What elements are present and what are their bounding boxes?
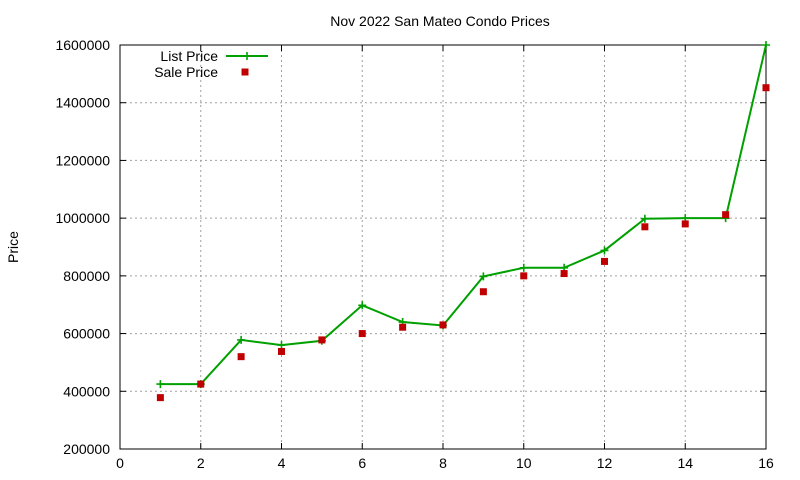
sale-price-point (601, 257, 608, 265)
x-tick-label: 14 (677, 455, 693, 471)
x-tick-label: 10 (516, 455, 532, 471)
list-price-point (762, 41, 770, 49)
y-tick-label: 400000 (63, 383, 110, 399)
y-tick-label: 600000 (63, 326, 110, 342)
sale-price-point (358, 330, 366, 338)
list-price-point (640, 214, 649, 223)
list-price-line (160, 44, 767, 386)
x-tick-label: 8 (439, 455, 447, 471)
list-price-point (358, 301, 367, 310)
sale-price-point (399, 323, 407, 331)
list-price-point (156, 380, 165, 389)
y-tick-label: 1000000 (55, 210, 110, 226)
legend-label: Sale Price (154, 64, 218, 80)
series-sale-price (156, 84, 770, 402)
sale-price-point (681, 220, 689, 228)
sale-price-point (722, 211, 730, 219)
list-price-point (237, 335, 246, 344)
sale-price-point (439, 321, 447, 329)
list-price-point (600, 246, 609, 255)
y-tick-label: 1600000 (55, 37, 110, 53)
y-tick-label: 1200000 (55, 152, 110, 168)
y-tick-label: 800000 (63, 268, 110, 284)
legend-swatch-sale-price (241, 68, 249, 76)
y-tick-label: 1400000 (55, 95, 110, 111)
x-tick-label: 0 (116, 455, 124, 471)
x-tick-label: 16 (758, 455, 774, 471)
y-tick-label: 200000 (63, 441, 110, 457)
x-tick-label: 4 (278, 455, 286, 471)
sale-price-point (641, 223, 649, 231)
x-tick-label: 2 (197, 455, 205, 471)
legend-label: List Price (160, 48, 218, 64)
sale-price-point (156, 394, 164, 402)
sale-price-point (479, 288, 487, 296)
list-price-point (519, 263, 528, 272)
chart-title: Nov 2022 San Mateo Condo Prices (330, 13, 549, 29)
legend-marker-list-price (243, 52, 251, 60)
axis-ticks: 0 2 4 6 8 10 12 14 16 200000 400000 600000 800000 100… (55, 37, 774, 471)
list-price-point (479, 272, 488, 281)
y-axis-title: Price (5, 231, 21, 263)
sale-price-point (278, 347, 285, 355)
x-tick-label: 6 (358, 455, 366, 471)
list-price-point (277, 341, 286, 350)
sale-price-point (520, 272, 528, 280)
sale-price-point (560, 270, 568, 278)
x-tick-label: 12 (597, 455, 613, 471)
sale-price-point (237, 353, 245, 361)
sale-price-point (762, 84, 770, 92)
series-layer (156, 41, 770, 402)
sale-price-point (318, 336, 326, 344)
sale-price-point (197, 380, 205, 388)
